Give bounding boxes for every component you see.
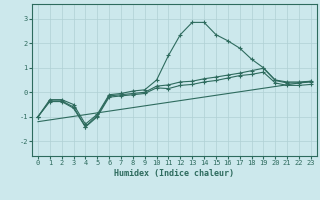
X-axis label: Humidex (Indice chaleur): Humidex (Indice chaleur) bbox=[115, 169, 234, 178]
